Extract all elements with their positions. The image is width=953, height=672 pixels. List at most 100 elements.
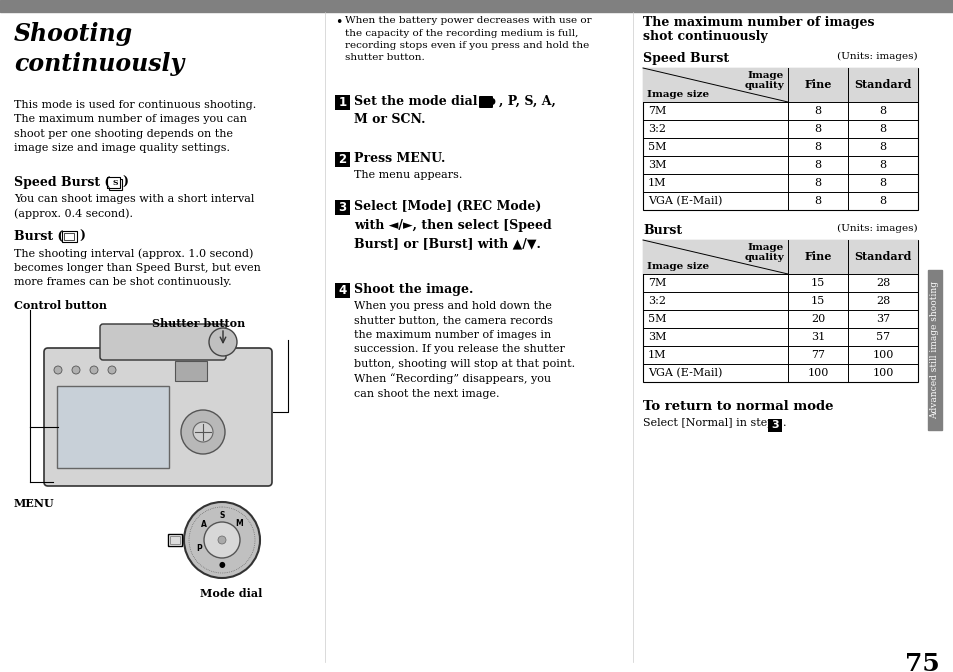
FancyBboxPatch shape [62,231,77,242]
Text: 15: 15 [810,278,824,288]
Text: You can shoot images with a short interval
(approx. 0.4 second).: You can shoot images with a short interv… [14,194,254,219]
Text: 3: 3 [338,201,346,214]
Text: 20: 20 [810,314,824,324]
Text: (Units: images): (Units: images) [837,52,917,61]
Text: 4: 4 [338,284,346,297]
FancyBboxPatch shape [767,419,781,432]
Text: MENU: MENU [14,498,54,509]
Circle shape [90,366,98,374]
Text: A: A [200,520,207,529]
Text: 8: 8 [814,106,821,116]
Text: Press MENU.: Press MENU. [354,152,445,165]
Text: ): ) [79,230,85,243]
Text: Burst: Burst [642,224,681,237]
Text: Set the mode dial to: Set the mode dial to [354,95,499,108]
Text: (Units: images): (Units: images) [837,224,917,233]
Text: 3: 3 [770,421,778,431]
Text: 100: 100 [871,350,893,360]
Text: When you press and hold down the
shutter button, the camera records
the maximum : When you press and hold down the shutter… [354,301,575,398]
Text: 3:2: 3:2 [647,124,665,134]
Circle shape [181,410,225,454]
Text: M: M [234,519,243,528]
Text: Speed Burst: Speed Burst [642,52,728,65]
Bar [642,68,917,102]
Text: To return to normal mode: To return to normal mode [642,400,833,413]
FancyBboxPatch shape [44,348,272,486]
Text: S: S [219,511,225,521]
Text: 8: 8 [814,142,821,152]
Bar [642,240,917,274]
Text: 3:2: 3:2 [647,296,665,306]
Text: 8: 8 [814,160,821,170]
Text: Shutter button: Shutter button [152,318,245,329]
Text: 3M: 3M [647,160,666,170]
Text: VGA (E-Mail): VGA (E-Mail) [647,368,721,378]
FancyBboxPatch shape [335,152,350,167]
Text: .: . [782,418,785,428]
Text: 37: 37 [875,314,889,324]
Text: 5M: 5M [647,142,666,152]
Text: VGA (E-Mail): VGA (E-Mail) [647,196,721,206]
Text: 77: 77 [810,350,824,360]
Text: 28: 28 [875,296,889,306]
Text: Burst (: Burst ( [14,230,63,243]
FancyBboxPatch shape [57,386,169,468]
Text: , P, S, A,: , P, S, A, [498,95,556,108]
Text: shot continuously: shot continuously [642,30,767,43]
FancyBboxPatch shape [478,96,493,108]
Bar [642,240,917,382]
Text: 8: 8 [814,124,821,134]
Text: Standard: Standard [854,251,911,263]
Text: 7M: 7M [647,278,666,288]
Text: ●: ● [218,560,225,569]
Text: Advanced still image shooting: Advanced still image shooting [929,281,939,419]
Circle shape [193,422,213,442]
FancyBboxPatch shape [107,177,120,188]
Bar [168,534,182,546]
Text: continuously: continuously [14,52,184,76]
FancyBboxPatch shape [335,283,350,298]
Text: 3M: 3M [647,332,666,342]
Text: Image size: Image size [646,90,708,99]
Text: Select [Mode] (REC Mode)
with ◄/►, then select [Speed
Burst] or [Burst] with ▲/▼: Select [Mode] (REC Mode) with ◄/►, then … [354,200,551,250]
Text: 8: 8 [879,196,885,206]
Text: 15: 15 [810,296,824,306]
Text: 100: 100 [806,368,828,378]
Text: 2: 2 [338,153,346,166]
Circle shape [71,366,80,374]
Text: Image
quality: Image quality [743,243,783,262]
Text: 8: 8 [814,178,821,188]
Text: 8: 8 [879,142,885,152]
Circle shape [218,536,226,544]
FancyBboxPatch shape [335,95,350,110]
Text: Standard: Standard [854,79,911,91]
Text: S: S [112,179,117,187]
Text: 1: 1 [338,96,346,109]
Text: When the battery power decreases with use or
the capacity of the recording mediu: When the battery power decreases with us… [345,16,591,62]
Text: Fine: Fine [803,251,831,263]
FancyBboxPatch shape [335,200,350,215]
Text: Image
quality: Image quality [743,71,783,91]
Text: This mode is used for continuous shooting.
The maximum number of images you can
: This mode is used for continuous shootin… [14,100,256,153]
Bar [642,68,917,210]
Text: 75: 75 [904,652,939,672]
Text: Image size: Image size [646,262,708,271]
Text: 57: 57 [875,332,889,342]
Text: 1M: 1M [647,178,666,188]
Text: 5M: 5M [647,314,666,324]
Text: The menu appears.: The menu appears. [354,170,462,180]
Text: 7M: 7M [647,106,666,116]
Text: Select [Normal] in step: Select [Normal] in step [642,418,777,428]
Text: Shoot the image.: Shoot the image. [354,283,473,296]
Text: M or SCN.: M or SCN. [354,113,425,126]
Text: ): ) [122,176,128,189]
Text: P: P [196,544,202,552]
Bar [0,0,953,12]
Text: Mode dial: Mode dial [200,588,262,599]
Text: 1M: 1M [647,350,666,360]
Circle shape [184,502,260,578]
FancyBboxPatch shape [174,361,207,381]
Text: 8: 8 [814,196,821,206]
Text: •: • [335,16,342,29]
Text: 8: 8 [879,106,885,116]
